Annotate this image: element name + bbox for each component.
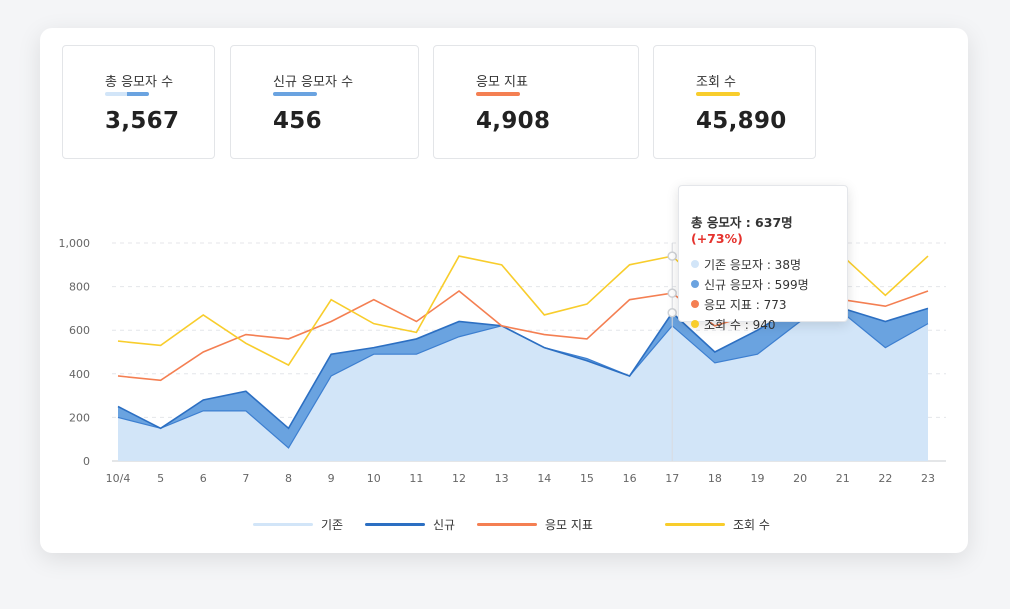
x-tick-label: 17	[665, 472, 679, 485]
x-tick-label: 6	[200, 472, 207, 485]
x-tick-label: 8	[285, 472, 292, 485]
hover-point-marker	[667, 308, 677, 318]
tooltip-row-new: 신규 응모자 : 599명	[691, 274, 847, 294]
existing-dot-icon	[691, 260, 699, 268]
series-color-bar	[696, 92, 740, 96]
x-tick-label: 5	[157, 472, 164, 485]
x-tick-label: 10/4	[106, 472, 131, 485]
legend-swatch	[665, 523, 725, 526]
x-tick-label: 19	[750, 472, 764, 485]
legend-swatch	[253, 523, 313, 526]
x-tick-label: 18	[708, 472, 722, 485]
y-tick-label: 600	[69, 324, 90, 337]
tooltip-change: (+73%)	[691, 231, 743, 246]
stat-card-application-index: 응모 지표 4,908	[433, 45, 639, 159]
applicants-chart: 0 200 400 600 800 1,000 10/4 5 6 7 8 9 10 11 12 13 14 15 1…	[59, 237, 946, 485]
stat-card-new-applicants: 신규 응모자 수 456	[230, 45, 419, 159]
new-dot-icon	[691, 280, 699, 288]
legend-label: 신규	[433, 518, 456, 532]
x-tick-label: 13	[495, 472, 509, 485]
x-tick-label: 15	[580, 472, 594, 485]
tooltip-row-text: 응모 지표 : 773	[704, 297, 787, 312]
stat-card-total-applicants: 총 응모자 수 3,567	[62, 45, 215, 159]
tooltip-row-index: 응모 지표 : 773	[691, 294, 847, 314]
dashboard-card: 총 응모자 수 3,567 신규 응모자 수 456 응모 지표 4,908 조…	[40, 28, 968, 553]
x-tick-label: 21	[836, 472, 850, 485]
series-color-bar	[105, 92, 149, 96]
views-dot-icon	[691, 320, 699, 328]
tooltip-title: 총 응모자 : 637명 (+73%)	[691, 212, 847, 246]
x-tick-label: 20	[793, 472, 807, 485]
x-tick-label: 10	[367, 472, 381, 485]
legend-label: 조회 수	[733, 518, 770, 532]
x-tick-label: 11	[409, 472, 423, 485]
x-tick-label: 23	[921, 472, 935, 485]
tooltip-row-text: 조회 수 : 940	[704, 317, 776, 332]
tooltip-row-text: 기존 응모자 : 38명	[704, 257, 801, 272]
legend-label: 기존	[321, 518, 344, 532]
x-tick-label: 14	[537, 472, 551, 485]
legend-item-index[interactable]: 응모 지표	[477, 516, 593, 533]
y-tick-label: 0	[83, 455, 90, 468]
legend-item-views[interactable]: 조회 수	[665, 516, 770, 533]
stat-value: 3,567	[105, 108, 180, 134]
x-tick-label: 12	[452, 472, 466, 485]
legend-label: 응모 지표	[545, 518, 593, 532]
stat-label: 신규 응모자 수	[273, 75, 354, 90]
stat-value: 45,890	[696, 108, 787, 134]
legend-swatch	[365, 523, 425, 526]
series-color-bar	[476, 92, 520, 96]
hover-markers	[667, 243, 677, 461]
y-tick-label: 200	[69, 411, 90, 424]
hover-point-marker	[667, 288, 677, 298]
legend-swatch	[477, 523, 537, 526]
tooltip-row-text: 신규 응모자 : 599명	[704, 277, 809, 292]
index-dot-icon	[691, 300, 699, 308]
x-tick-label: 16	[623, 472, 637, 485]
hover-point-marker	[667, 251, 677, 261]
tooltip-total: 총 응모자 : 637명	[691, 215, 793, 230]
stat-value: 456	[273, 108, 322, 134]
chart-areas	[118, 304, 928, 461]
stat-label: 총 응모자 수	[105, 75, 174, 90]
series-color-bar	[273, 92, 317, 96]
tooltip-row-existing: 기존 응모자 : 38명	[691, 254, 847, 274]
tooltip-row-views: 조회 수 : 940	[691, 314, 847, 334]
y-tick-label: 800	[69, 281, 90, 294]
chart-ticks: 0 200 400 600 800 1,000 10/4 5 6 7 8 9 10 11 12 13 14 15 1…	[59, 237, 936, 485]
stat-label: 조회 수	[696, 75, 737, 90]
x-tick-label: 22	[878, 472, 892, 485]
series-area-existing	[118, 312, 928, 461]
y-tick-label: 400	[69, 368, 90, 381]
y-tick-label: 1,000	[59, 237, 91, 250]
stat-value: 4,908	[476, 108, 551, 134]
x-tick-label: 7	[242, 472, 249, 485]
chart-tooltip: 총 응모자 : 637명 (+73%) 기존 응모자 : 38명 신규 응모자 …	[678, 185, 848, 332]
x-tick-label: 9	[328, 472, 335, 485]
legend-item-new[interactable]: 신규	[365, 516, 455, 533]
legend-item-existing[interactable]: 기존	[253, 516, 343, 533]
stat-label: 응모 지표	[476, 75, 528, 90]
stat-card-views: 조회 수 45,890	[653, 45, 816, 159]
